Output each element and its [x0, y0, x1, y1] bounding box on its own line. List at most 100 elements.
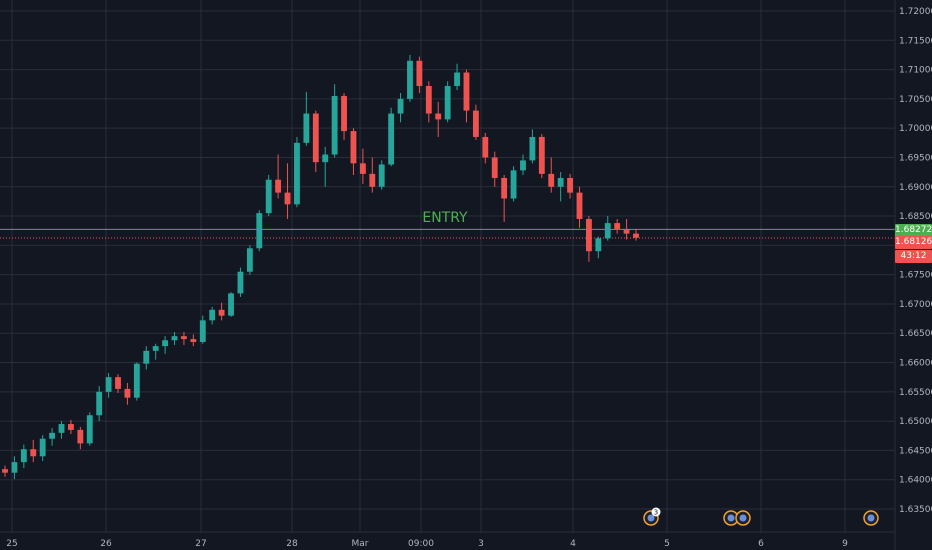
candle-down — [190, 339, 197, 343]
event-count-label: 3 — [654, 509, 658, 517]
time-axis[interactable]: 25 26 27 28 Mar 09:00 3 4 5 6 9 — [6, 539, 848, 549]
time-tick-label: 27 — [195, 539, 206, 549]
price-tick-label: 1.66000 — [899, 359, 932, 369]
candle-down — [312, 113, 319, 163]
candle-up — [331, 95, 338, 155]
candle-down — [472, 110, 479, 137]
candle-up — [510, 170, 517, 199]
candle-up — [133, 363, 140, 398]
price-tick-label: 1.72000 — [899, 7, 932, 17]
candle-up — [237, 271, 244, 294]
price-levels — [0, 228, 895, 239]
candle-up — [96, 391, 103, 416]
time-tick-label: 26 — [100, 539, 112, 549]
time-tick-label: 4 — [570, 539, 576, 549]
entry-label: ENTRY — [422, 210, 468, 226]
price-tick-label: 1.64500 — [899, 446, 932, 456]
candle-down — [633, 233, 639, 238]
candle-up — [209, 309, 216, 321]
price-tick-label: 1.65000 — [899, 417, 932, 427]
event-markers[interactable]: 3 — [643, 507, 879, 526]
time-tick-label: 3 — [478, 539, 484, 549]
candle-up — [322, 154, 329, 163]
candle-up — [604, 223, 611, 239]
candle-down — [124, 388, 131, 398]
candle-up — [529, 136, 536, 161]
candle-down — [218, 309, 225, 316]
candle-up — [11, 462, 18, 473]
candle-down — [369, 173, 376, 187]
candle-up — [162, 340, 169, 347]
candle-down — [181, 336, 187, 340]
price-tick-label: 1.71500 — [899, 36, 932, 46]
candle-up — [246, 248, 253, 272]
price-tick-label: 1.67500 — [899, 271, 932, 281]
price-tick-label: 1.69000 — [899, 183, 932, 193]
candle-down — [482, 136, 489, 158]
candle-down — [341, 95, 347, 132]
event-flag-icon — [647, 514, 655, 522]
entry-price-label: 1.68272 — [895, 224, 932, 237]
candle-down — [567, 177, 573, 193]
candles — [2, 54, 639, 480]
candle-up — [454, 72, 460, 86]
candle-down — [359, 163, 366, 174]
price-tick-label: 1.64000 — [899, 476, 932, 486]
candle-down — [30, 449, 37, 457]
time-tick-label: 6 — [758, 539, 764, 549]
candle-up — [378, 164, 385, 187]
price-axis[interactable]: 1.72000 1.71500 1.71000 1.70500 1.70000 1.695… — [899, 7, 932, 515]
candle-up — [444, 85, 451, 120]
time-tick-label: 28 — [286, 539, 298, 549]
candle-down — [275, 179, 282, 193]
candle-down — [115, 377, 121, 389]
candle-down — [425, 85, 432, 114]
candle-down — [77, 429, 84, 444]
candle-down — [548, 173, 555, 187]
candle-down — [463, 72, 470, 111]
price-tick-label: 1.71000 — [899, 66, 932, 76]
candle-up — [520, 160, 526, 171]
candle-up — [86, 415, 93, 444]
candle-up — [105, 377, 112, 392]
price-tick-label: 1.65500 — [899, 388, 932, 398]
candle-down — [435, 113, 442, 120]
event-flag-icon — [727, 514, 735, 522]
price-tick-label: 1.66500 — [899, 329, 932, 339]
time-tick-label: 5 — [664, 539, 670, 549]
candle-up — [265, 179, 272, 214]
candle-up — [39, 438, 46, 457]
candle-down — [614, 223, 621, 229]
candle-up — [152, 346, 159, 351]
countdown-label: 43:12 — [895, 250, 932, 263]
candle-down — [576, 192, 583, 219]
event-flag-icon — [867, 514, 875, 522]
candle-up — [58, 424, 65, 433]
candle-up — [20, 449, 27, 463]
price-tick-label: 1.70000 — [899, 124, 932, 134]
event-flag-icon — [739, 514, 747, 522]
candle-up — [557, 177, 564, 187]
time-tick-label: Mar — [352, 539, 369, 549]
current-price-label: 1.68126 — [895, 236, 932, 249]
candle-up — [303, 113, 310, 143]
candle-down — [623, 228, 630, 234]
event-count-badge — [651, 507, 661, 517]
time-tick-label: 09:00 — [408, 539, 434, 549]
time-tick-label: 9 — [842, 539, 848, 549]
candle-down — [2, 469, 8, 473]
candle-down — [501, 177, 508, 199]
candle-down — [585, 218, 592, 252]
price-tick-label: 1.68500 — [899, 212, 932, 222]
candle-down — [68, 424, 74, 430]
candle-up — [49, 432, 56, 439]
candle-up — [397, 98, 404, 114]
candle-up — [294, 142, 300, 205]
time-tick-label: 25 — [6, 539, 17, 549]
candle-down — [416, 60, 423, 86]
candle-down — [350, 131, 357, 164]
candle-up — [171, 336, 178, 341]
candle-down — [284, 192, 291, 205]
